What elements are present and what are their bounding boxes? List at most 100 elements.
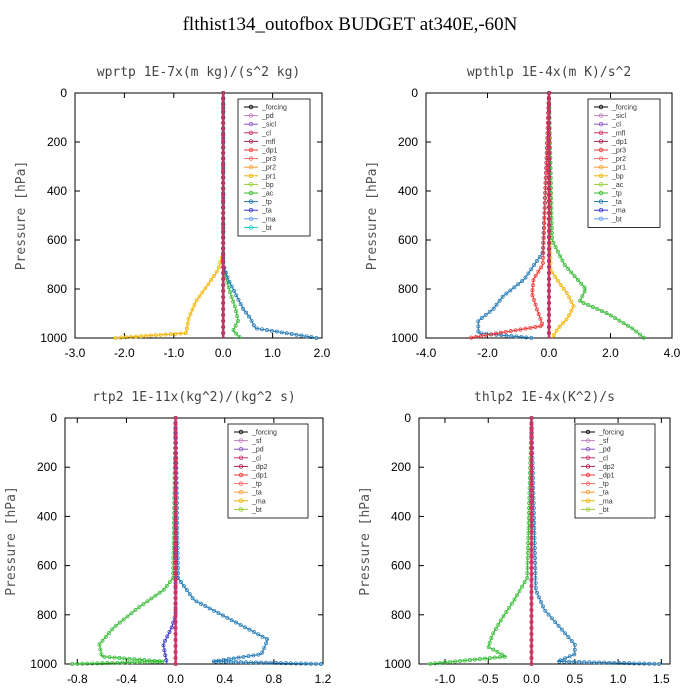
legend-marker xyxy=(238,481,244,486)
series-marker xyxy=(529,614,534,618)
series-marker xyxy=(125,614,130,619)
series-marker xyxy=(468,658,472,662)
series-marker xyxy=(314,335,319,340)
series-marker xyxy=(477,657,482,661)
legend-label: _ta xyxy=(251,490,262,497)
series-marker xyxy=(529,590,534,594)
series-marker xyxy=(221,157,226,161)
series-marker xyxy=(486,645,491,650)
series-marker xyxy=(107,655,112,660)
series-marker xyxy=(169,625,174,630)
y-tick-label: 600 xyxy=(398,233,418,247)
series-marker xyxy=(221,211,226,215)
series-marker xyxy=(173,506,178,510)
series-marker xyxy=(482,656,487,661)
series-marker xyxy=(309,335,314,340)
series-marker xyxy=(533,575,538,580)
series-marker xyxy=(99,652,104,657)
series-marker xyxy=(173,560,178,564)
series-marker xyxy=(298,661,303,666)
x-tick-label: -2.0 xyxy=(477,346,498,360)
series-marker xyxy=(547,331,551,335)
series-marker xyxy=(496,622,501,627)
series-marker xyxy=(540,260,545,265)
x-tick-label: -0.8 xyxy=(67,672,88,686)
legend-marker xyxy=(585,447,591,452)
series-marker xyxy=(95,661,100,666)
series-marker xyxy=(547,127,551,131)
series-marker xyxy=(179,580,183,584)
series-marker xyxy=(225,615,230,620)
series-marker xyxy=(562,659,567,664)
series-line xyxy=(477,92,550,339)
y-tick-label: 0 xyxy=(411,86,418,100)
legend-label: _pr3 xyxy=(611,148,626,155)
series-marker xyxy=(525,560,530,565)
series-marker xyxy=(563,631,568,636)
series-marker xyxy=(556,623,561,628)
series-marker xyxy=(529,632,534,636)
series-marker xyxy=(190,596,195,601)
series-marker xyxy=(547,259,551,263)
series-marker xyxy=(234,620,239,625)
series-marker xyxy=(251,323,256,328)
series-marker xyxy=(173,476,178,480)
series-marker xyxy=(264,641,269,646)
series-marker xyxy=(433,661,438,666)
series-marker xyxy=(194,599,199,604)
series-marker xyxy=(463,658,467,663)
series-marker xyxy=(512,285,517,290)
legend-label: _cl xyxy=(261,130,271,137)
series-marker xyxy=(547,283,551,287)
series-marker xyxy=(113,623,118,628)
y-tick-label: 0 xyxy=(50,411,57,425)
series-marker xyxy=(560,258,565,263)
series-marker xyxy=(173,422,178,426)
series-marker xyxy=(200,290,205,295)
series-marker xyxy=(543,608,548,613)
legend-marker xyxy=(598,104,604,110)
legend-marker xyxy=(248,164,254,170)
series-marker xyxy=(547,247,551,251)
series-marker xyxy=(167,579,172,584)
series-marker xyxy=(163,638,167,643)
series-marker xyxy=(547,265,551,269)
series-marker xyxy=(532,521,537,525)
series-marker xyxy=(238,302,243,307)
series-marker xyxy=(168,332,173,337)
series-marker xyxy=(519,334,524,339)
series-marker xyxy=(498,618,503,623)
series-marker xyxy=(498,330,503,335)
legend-marker xyxy=(598,216,604,221)
series-marker xyxy=(529,464,534,468)
series-marker xyxy=(508,329,513,334)
panel-2: wpthlp 1E-4x(m K)/s^2 Pressure [hPa] 0 200 4… xyxy=(365,65,681,360)
series-marker xyxy=(520,584,525,589)
legend-marker xyxy=(248,173,254,178)
series-marker xyxy=(173,524,178,528)
y-tick-label: 200 xyxy=(391,460,411,474)
series-marker xyxy=(289,332,294,336)
series-line xyxy=(114,93,224,339)
series-marker xyxy=(194,298,199,303)
x-tick-label: 0.8 xyxy=(266,672,283,686)
legend-label: _pd xyxy=(251,447,264,454)
series-marker xyxy=(547,325,551,329)
series-marker xyxy=(173,554,178,558)
legend-label: _tp xyxy=(598,481,609,488)
series-marker xyxy=(173,500,178,504)
series-marker xyxy=(173,470,178,474)
series-marker xyxy=(532,546,537,550)
series-marker xyxy=(221,169,226,173)
legend-marker xyxy=(248,182,254,187)
legend-marker xyxy=(598,130,604,135)
series-marker xyxy=(112,655,117,660)
series-marker xyxy=(226,657,231,662)
series-line xyxy=(71,417,177,665)
series-marker xyxy=(153,593,158,598)
series-marker xyxy=(231,299,236,304)
series-marker xyxy=(562,262,567,267)
series-marker xyxy=(80,661,85,666)
series-marker xyxy=(549,231,554,235)
series-marker xyxy=(173,602,178,606)
